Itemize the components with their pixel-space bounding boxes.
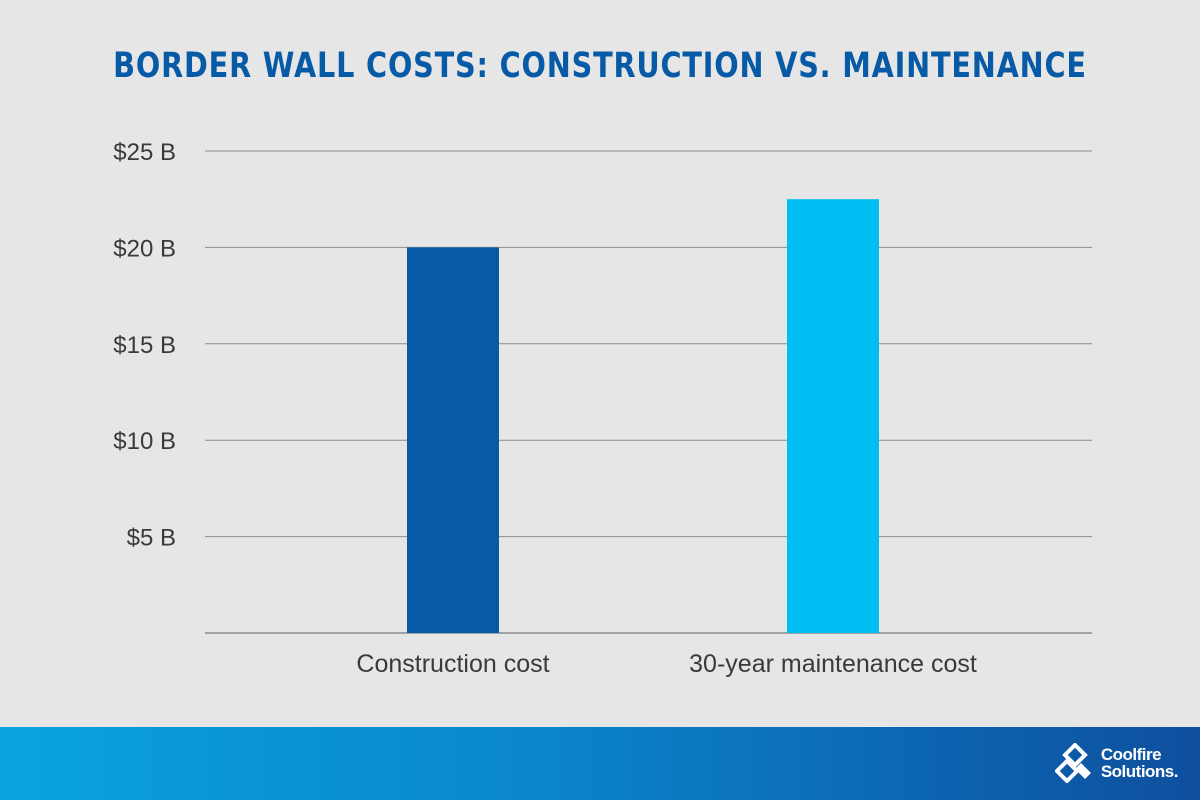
footer-band: Coolfire Solutions. (0, 727, 1200, 800)
bar-construction-cost (407, 247, 499, 633)
logo-text-line2: Solutions. (1100, 762, 1179, 781)
y-tick-label: $25 B (113, 139, 176, 166)
company-logo: Coolfire Solutions. (1054, 743, 1179, 783)
y-tick-label: $10 B (113, 428, 176, 455)
bar-maintenance-cost (787, 199, 879, 633)
chart-title: BORDER WALL COSTS: CONSTRUCTION VS. MAIN… (113, 46, 1087, 86)
y-tick-label: $15 B (113, 332, 176, 359)
y-tick-label: $20 B (113, 235, 176, 262)
coolfire-logo-icon (1054, 743, 1091, 783)
x-tick-label: Construction cost (356, 650, 549, 678)
y-tick-label: $5 B (127, 525, 176, 552)
logo-text-line1: Coolfire (1100, 745, 1162, 764)
x-tick-label: 30-year maintenance cost (689, 650, 977, 678)
logo-wordmark: Coolfire Solutions. (1100, 745, 1179, 781)
bar-chart: $5 B $10 B $15 B $20 B $25 B Construction cos… (113, 139, 1092, 678)
